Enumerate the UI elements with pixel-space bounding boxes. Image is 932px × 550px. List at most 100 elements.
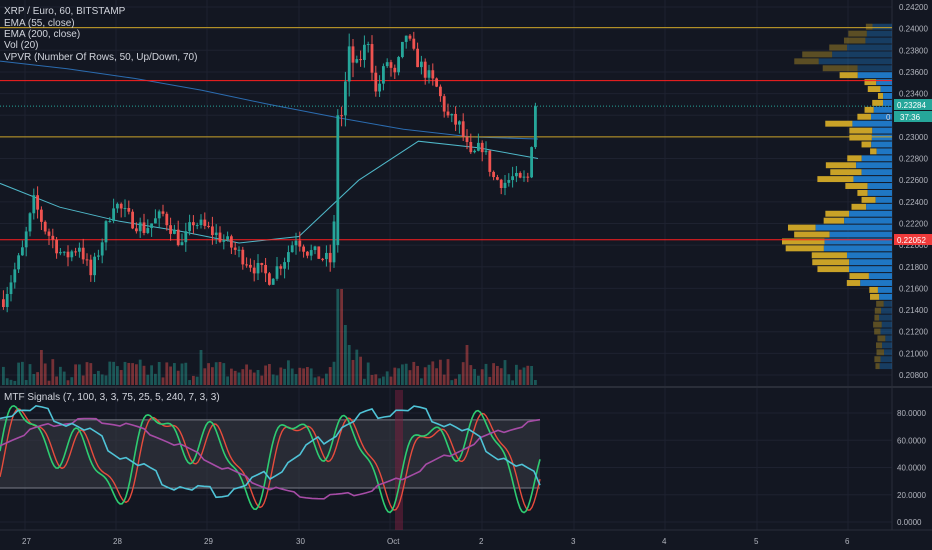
volume-bar bbox=[146, 374, 150, 385]
volume-bar bbox=[275, 375, 279, 385]
candle-body bbox=[355, 59, 359, 63]
vp-row-up bbox=[879, 363, 892, 370]
time-tick: 2 bbox=[479, 537, 484, 546]
candle-body bbox=[245, 264, 248, 266]
vp-row-up bbox=[883, 93, 892, 99]
vp-row-down bbox=[825, 120, 853, 127]
volume-bar bbox=[294, 374, 298, 385]
price-tick: 0.22600 bbox=[899, 176, 928, 185]
legend-vol[interactable]: Vol (20) bbox=[4, 40, 38, 51]
volume-bar bbox=[484, 363, 488, 385]
volume-bar bbox=[340, 289, 343, 385]
volume-bar bbox=[283, 368, 286, 385]
candle-body bbox=[119, 203, 123, 209]
time-tick: 27 bbox=[22, 537, 31, 546]
candle-body bbox=[142, 222, 146, 233]
osc-purple-line bbox=[0, 417, 541, 500]
vp-row-up bbox=[872, 23, 892, 30]
price-tick: 0.24200 bbox=[899, 3, 928, 12]
vp-row-up bbox=[849, 210, 892, 217]
candle-body bbox=[461, 121, 465, 137]
candle-body bbox=[526, 176, 530, 178]
candle-body bbox=[180, 242, 184, 246]
candle-body bbox=[309, 250, 313, 256]
legend-oscillator[interactable]: MTF Signals (7, 100, 3, 3, 75, 25, 5, 24… bbox=[4, 392, 220, 403]
vp-row-up bbox=[815, 224, 892, 231]
candle-body bbox=[412, 38, 416, 49]
volume-bar bbox=[230, 368, 233, 385]
osc-tick: 40.0000 bbox=[897, 464, 926, 473]
volume-bar bbox=[469, 365, 473, 385]
vp-row-up bbox=[880, 356, 892, 363]
volume-bar bbox=[188, 380, 191, 385]
candle-body bbox=[138, 222, 142, 232]
time-axis[interactable]: 27 28 29 30 Oct 2 3 4 5 6 bbox=[22, 537, 850, 546]
vp-row-up bbox=[871, 141, 892, 148]
candle-body bbox=[62, 251, 66, 253]
time-tick: Oct bbox=[387, 537, 400, 546]
price-axis[interactable]: 0.24200 0.24000 0.23800 0.23600 0.23400 0.232… bbox=[897, 3, 928, 527]
volume-bar bbox=[36, 372, 39, 385]
volume-bar bbox=[176, 370, 180, 385]
legend-ema200[interactable]: EMA (200, close) bbox=[4, 29, 80, 40]
volume-bar bbox=[241, 369, 245, 385]
candle-body bbox=[496, 177, 499, 180]
candle-body bbox=[97, 255, 100, 257]
candle-body bbox=[359, 59, 362, 61]
volume-bar bbox=[59, 366, 62, 385]
vp-row-up bbox=[824, 238, 892, 245]
volume-bar bbox=[393, 367, 397, 385]
volume-bar bbox=[416, 365, 419, 385]
price-tick: 0.22800 bbox=[899, 155, 928, 164]
vp-row-down bbox=[782, 238, 825, 245]
candle-body bbox=[188, 222, 191, 232]
vp-row-down bbox=[875, 363, 880, 370]
vp-row-down bbox=[785, 245, 824, 252]
candle-body bbox=[43, 221, 47, 232]
vp-row-up bbox=[847, 44, 892, 51]
volume-bar bbox=[526, 365, 530, 385]
volume-bar bbox=[43, 363, 47, 385]
volume-bar bbox=[477, 375, 480, 385]
candle-body bbox=[465, 136, 469, 142]
vp-row-up bbox=[849, 259, 892, 266]
candle-body bbox=[313, 246, 317, 251]
volume-bar bbox=[9, 379, 13, 385]
time-tick: 29 bbox=[204, 537, 213, 546]
price-tick: 0.20800 bbox=[899, 371, 928, 380]
candle-body bbox=[218, 232, 222, 242]
candle-body bbox=[226, 236, 229, 240]
price-tick: 0.24000 bbox=[899, 25, 928, 34]
volume-bar bbox=[408, 370, 412, 385]
countdown-badge bbox=[894, 111, 932, 122]
volume-bar bbox=[62, 371, 66, 385]
vp-row-down bbox=[802, 51, 833, 58]
legend-vpvr[interactable]: VPVR (Number Of Rows, 50, Up/Down, 70) bbox=[4, 52, 197, 63]
volume-bar bbox=[161, 377, 165, 385]
volume-bar bbox=[522, 367, 526, 385]
volume-bar bbox=[515, 364, 518, 385]
candle-body bbox=[17, 255, 20, 270]
vp-row-down bbox=[874, 328, 881, 335]
legend-ema55[interactable]: EMA (55, close) bbox=[4, 18, 75, 29]
horizontal-levels[interactable] bbox=[0, 27, 892, 241]
vp-row-down bbox=[870, 148, 877, 155]
candle-body bbox=[325, 252, 328, 260]
vp-row-up bbox=[865, 37, 892, 44]
candle-body bbox=[484, 150, 488, 153]
volume-bar bbox=[397, 368, 400, 385]
vp-row-down bbox=[874, 307, 882, 314]
price-tick: 0.21400 bbox=[899, 306, 928, 315]
volume-bar bbox=[47, 380, 51, 385]
volume-bar bbox=[503, 360, 507, 385]
volume-bar bbox=[108, 361, 112, 385]
volume-bar bbox=[214, 362, 218, 385]
price-badges: 0.23284 37:36 0 0.22052 bbox=[886, 99, 932, 245]
vp-row-up bbox=[832, 51, 892, 58]
volume-bar bbox=[420, 378, 423, 385]
candle-body bbox=[9, 282, 13, 295]
vp-row-down bbox=[817, 176, 854, 183]
level-price-badge bbox=[894, 234, 932, 245]
candle-body bbox=[435, 78, 438, 87]
